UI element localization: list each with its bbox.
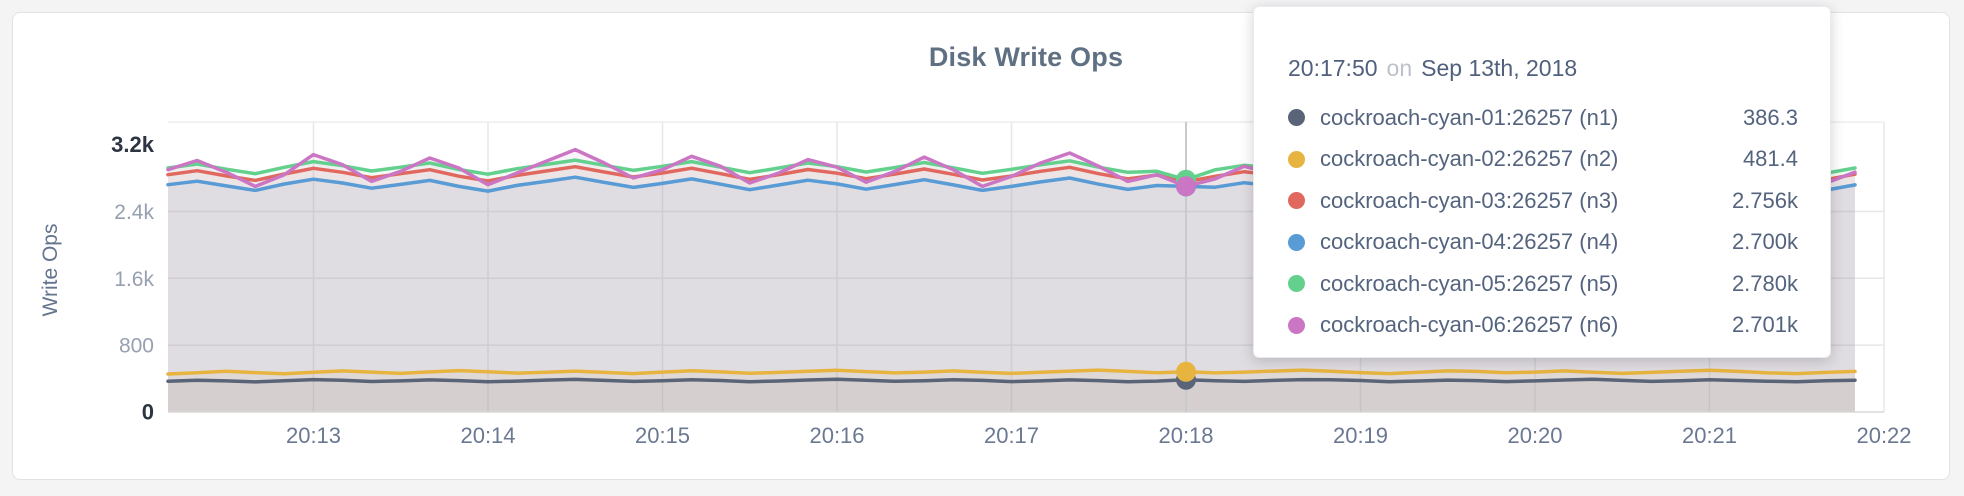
tooltip-separator: on: [1386, 55, 1413, 81]
x-tick-label: 20:14: [460, 423, 515, 448]
series-value: 481.4: [1742, 146, 1798, 172]
x-tick-label: 20:15: [635, 423, 690, 448]
y-tick-label: 1.6k: [114, 268, 154, 291]
series-area-n1: [168, 379, 1855, 412]
x-tick-label: 20:19: [1333, 423, 1388, 448]
hover-dot-n6[interactable]: [1176, 176, 1197, 197]
series-line-n1[interactable]: [166, 377, 1857, 384]
series-value: 386.3: [1742, 104, 1798, 130]
tooltip-legend: cockroach-cyan-01:26257 (n1) 386.3 cockroa…: [1288, 97, 1800, 346]
tooltip-timestamp: 20:17:50 on Sep 13th, 2018: [1288, 55, 1800, 81]
series-label: cockroach-cyan-02:26257 (n2): [1320, 146, 1619, 172]
y-tick-label: 3.2k: [111, 132, 155, 157]
y-tick-label: 0: [142, 400, 154, 425]
x-tick-label: 20:17: [984, 423, 1039, 448]
series-color-dot-icon: [1288, 275, 1305, 293]
hover-dot-n2[interactable]: [1176, 361, 1197, 382]
series-value: 2.701k: [1731, 312, 1798, 338]
series-value: 2.756k: [1731, 187, 1798, 213]
x-tick-label: 20:13: [286, 423, 341, 448]
x-tick-label: 20:22: [1856, 423, 1911, 448]
series-value: 2.700k: [1731, 229, 1798, 255]
tooltip-row-n5: cockroach-cyan-05:26257 (n5) 2.780k: [1288, 263, 1800, 305]
series-color-dot-icon: [1288, 109, 1305, 127]
x-tick-label: 20:20: [1507, 423, 1562, 448]
tooltip-date: Sep 13th, 2018: [1421, 55, 1578, 81]
x-tick-label: 20:21: [1682, 423, 1737, 448]
x-tick-label: 20:18: [1158, 423, 1213, 448]
series-label: cockroach-cyan-03:26257 (n3): [1320, 187, 1619, 213]
y-axis-title: Write Ops: [39, 224, 62, 317]
tooltip-row-n3: cockroach-cyan-03:26257 (n3) 2.756k: [1288, 180, 1800, 222]
hover-tooltip: 20:17:50 on Sep 13th, 2018 cockroach-cyan-…: [1253, 6, 1831, 358]
series-label: cockroach-cyan-04:26257 (n4): [1320, 229, 1619, 255]
series-value: 2.780k: [1731, 270, 1798, 296]
series-color-dot-icon: [1288, 192, 1305, 210]
tooltip-row-n1: cockroach-cyan-01:26257 (n1) 386.3: [1288, 97, 1800, 139]
series-label: cockroach-cyan-06:26257 (n6): [1320, 312, 1619, 338]
series-line-n2[interactable]: [166, 368, 1857, 376]
series-color-dot-icon: [1288, 316, 1305, 334]
x-tick-label: 20:16: [809, 423, 864, 448]
series-color-dot-icon: [1288, 150, 1305, 168]
chart-title: Disk Write Ops: [928, 42, 1124, 72]
series-label: cockroach-cyan-01:26257 (n1): [1320, 104, 1619, 130]
y-tick-label: 2.4k: [114, 201, 154, 224]
tooltip-row-n4: cockroach-cyan-04:26257 (n4) 2.700k: [1288, 222, 1800, 264]
y-tick-label: 800: [119, 335, 154, 358]
tooltip-row-n2: cockroach-cyan-02:26257 (n2) 481.4: [1288, 139, 1800, 181]
series-color-dot-icon: [1288, 233, 1305, 251]
series-label: cockroach-cyan-05:26257 (n5): [1320, 270, 1619, 296]
tooltip-row-n6: cockroach-cyan-06:26257 (n6) 2.701k: [1288, 305, 1800, 347]
tooltip-time: 20:17:50: [1288, 55, 1378, 81]
